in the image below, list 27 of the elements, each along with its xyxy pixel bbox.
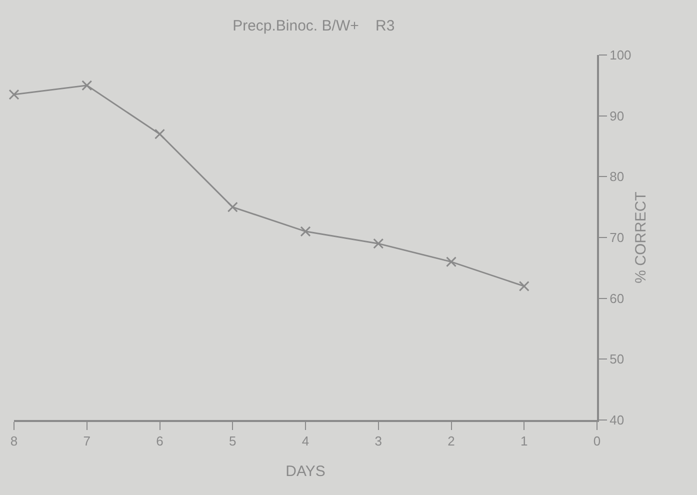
x-tick-label: 2 — [448, 434, 455, 449]
point — [8, 89, 20, 100]
chart-title: Precp.Binoc. B/W+ R3 — [232, 17, 395, 34]
y-tick-label: 70 — [610, 230, 624, 246]
point — [300, 226, 311, 237]
x-tick-label: 5 — [229, 434, 236, 449]
y-tick-label: 80 — [610, 169, 624, 184]
y-tick-label: 60 — [610, 290, 624, 306]
x-axis-title: DAYS — [286, 463, 326, 480]
x-tick-label: 4 — [302, 434, 310, 449]
x-tick-label: 3 — [374, 434, 382, 449]
point — [518, 280, 530, 292]
x-tick-label: 0 — [593, 434, 601, 449]
y-tick-label: 90 — [610, 108, 624, 124]
point — [446, 256, 456, 268]
point — [82, 80, 92, 91]
y-axis-title: % CORRECT — [632, 192, 650, 284]
point — [373, 238, 384, 249]
point — [227, 202, 238, 212]
x-tick-label: 8 — [10, 434, 18, 449]
y-tick-label: 100 — [610, 48, 632, 63]
y-tick-label: 40 — [610, 412, 624, 428]
point — [154, 128, 165, 140]
y-tick-label: 50 — [610, 352, 624, 367]
x-tick-label: 1 — [520, 434, 528, 449]
x-tick-label: 7 — [83, 434, 90, 449]
x-tick-label: 6 — [156, 434, 164, 449]
